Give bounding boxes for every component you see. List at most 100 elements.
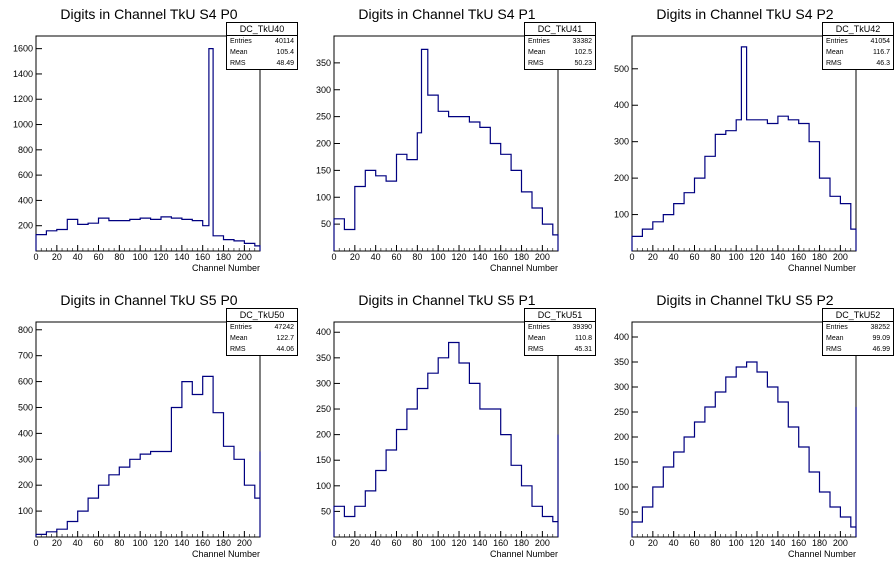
x-axis-label: Channel Number <box>490 263 558 273</box>
x-tick-label: 0 <box>331 538 336 548</box>
stats-value-entries: 33382 <box>572 38 592 45</box>
stats-label-entries: Entries <box>230 38 252 45</box>
x-tick-label: 120 <box>750 538 765 548</box>
stats-value-rms: 44.06 <box>276 346 294 353</box>
stats-value-entries: 40114 <box>275 38 294 45</box>
y-tick-label: 50 <box>619 507 629 517</box>
x-tick-label: 180 <box>812 252 827 262</box>
x-tick-label: 180 <box>812 538 827 548</box>
x-tick-label: 200 <box>535 252 550 262</box>
stats-row-rms: RMS 50.23 <box>525 58 595 69</box>
histogram-plot: 0 20 40 60 80 100 120 140 160 180 200 100 200 300 400 5… <box>18 321 261 559</box>
x-tick-label: 160 <box>493 252 508 262</box>
x-tick-label: 80 <box>710 252 720 262</box>
stats-row-rms: RMS 46.3 <box>823 58 893 69</box>
stats-label-entries: Entries <box>230 324 252 331</box>
x-tick-label: 20 <box>648 252 658 262</box>
stats-value-entries: 47242 <box>274 324 294 331</box>
stats-label-mean: Mean <box>826 335 844 342</box>
x-tick-label: 0 <box>629 252 634 262</box>
stats-row-entries: Entries 47242 <box>227 322 297 333</box>
chart-title: Digits in Channel TkU S5 P2 <box>656 292 834 308</box>
y-tick-label: 1000 <box>13 120 33 130</box>
x-tick-label: 0 <box>33 538 38 548</box>
y-tick-label: 800 <box>18 325 33 335</box>
x-axis-label: Channel Number <box>788 549 856 559</box>
y-tick-label: 50 <box>321 506 331 516</box>
x-tick-label: 60 <box>94 252 104 262</box>
stats-label-entries: Entries <box>528 38 550 45</box>
y-tick-label: 800 <box>18 145 33 155</box>
y-tick-label: 150 <box>316 165 331 175</box>
stats-value-mean: 110.8 <box>575 335 592 342</box>
x-tick-label: 40 <box>669 538 679 548</box>
stats-label-entries: Entries <box>826 324 848 331</box>
x-tick-label: 200 <box>237 252 252 262</box>
stats-label-rms: RMS <box>230 60 246 67</box>
stats-row-mean: Mean 110.8 <box>525 333 595 344</box>
stats-label-rms: RMS <box>826 60 842 67</box>
x-axis-label: Channel Number <box>192 263 260 273</box>
x-tick-label: 60 <box>690 252 700 262</box>
x-tick-label: 40 <box>371 252 381 262</box>
y-tick-label: 200 <box>18 480 33 490</box>
x-tick-label: 160 <box>493 538 508 548</box>
y-tick-label: 1200 <box>13 94 33 104</box>
x-tick-label: 140 <box>770 538 785 548</box>
x-tick-label: 80 <box>710 538 720 548</box>
stats-row-rms: RMS 45.31 <box>525 344 595 355</box>
histogram-plot: 0 20 40 60 80 100 120 140 160 180 200 100 200 300 400 5… <box>614 35 857 273</box>
stats-label-rms: RMS <box>230 346 246 353</box>
x-tick-label: 160 <box>791 252 806 262</box>
x-tick-label: 0 <box>629 538 634 548</box>
x-tick-label: 140 <box>472 538 487 548</box>
x-tick-label: 180 <box>216 538 231 548</box>
y-tick-label: 1400 <box>13 69 33 79</box>
stats-label-mean: Mean <box>528 335 546 342</box>
x-tick-label: 200 <box>833 538 848 548</box>
x-tick-label: 200 <box>237 538 252 548</box>
x-tick-label: 60 <box>392 252 402 262</box>
stats-box: DC_TkU50 Entries 47242 Mean 122.7 RMS 44.06 <box>226 308 298 356</box>
stats-label-mean: Mean <box>528 49 546 56</box>
y-tick-label: 200 <box>614 173 629 183</box>
stats-row-mean: Mean 122.7 <box>227 333 297 344</box>
y-tick-label: 1600 <box>13 44 33 54</box>
stats-value-entries: 41054 <box>870 38 890 45</box>
histogram-series <box>333 48 559 251</box>
plot-frame <box>35 35 261 252</box>
x-axis-label: Channel Number <box>192 549 260 559</box>
y-tick-label: 350 <box>614 357 629 367</box>
x-tick-label: 140 <box>174 252 189 262</box>
stats-name: DC_TkU52 <box>823 309 893 322</box>
stats-row-entries: Entries 39390 <box>525 322 595 333</box>
y-tick-label: 700 <box>18 351 33 361</box>
x-tick-label: 120 <box>154 252 169 262</box>
stats-label-rms: RMS <box>528 346 544 353</box>
x-tick-label: 100 <box>729 252 744 262</box>
y-tick-label: 350 <box>316 58 331 68</box>
stats-name: DC_TkU42 <box>823 23 893 36</box>
plot-frame <box>631 35 857 252</box>
x-tick-label: 140 <box>472 252 487 262</box>
x-tick-label: 40 <box>73 538 83 548</box>
x-tick-label: 60 <box>690 538 700 548</box>
chart-title: Digits in Channel TkU S5 P1 <box>358 292 536 308</box>
chart-title: Digits in Channel TkU S4 P0 <box>60 6 238 22</box>
y-tick-label: 300 <box>18 454 33 464</box>
histogram-series <box>631 46 857 251</box>
x-tick-label: 180 <box>514 538 529 548</box>
stats-name: DC_TkU40 <box>227 23 297 36</box>
stats-value-rms: 46.99 <box>872 346 890 353</box>
x-tick-label: 100 <box>431 538 446 548</box>
y-tick-label: 50 <box>321 219 331 229</box>
y-tick-label: 150 <box>316 455 331 465</box>
x-tick-label: 40 <box>371 538 381 548</box>
stats-value-mean: 99.09 <box>872 335 890 342</box>
x-tick-label: 200 <box>535 538 550 548</box>
y-tick-label: 500 <box>18 402 33 412</box>
x-tick-label: 100 <box>729 538 744 548</box>
stats-row-entries: Entries 33382 <box>525 36 595 47</box>
y-tick-label: 100 <box>18 506 33 516</box>
